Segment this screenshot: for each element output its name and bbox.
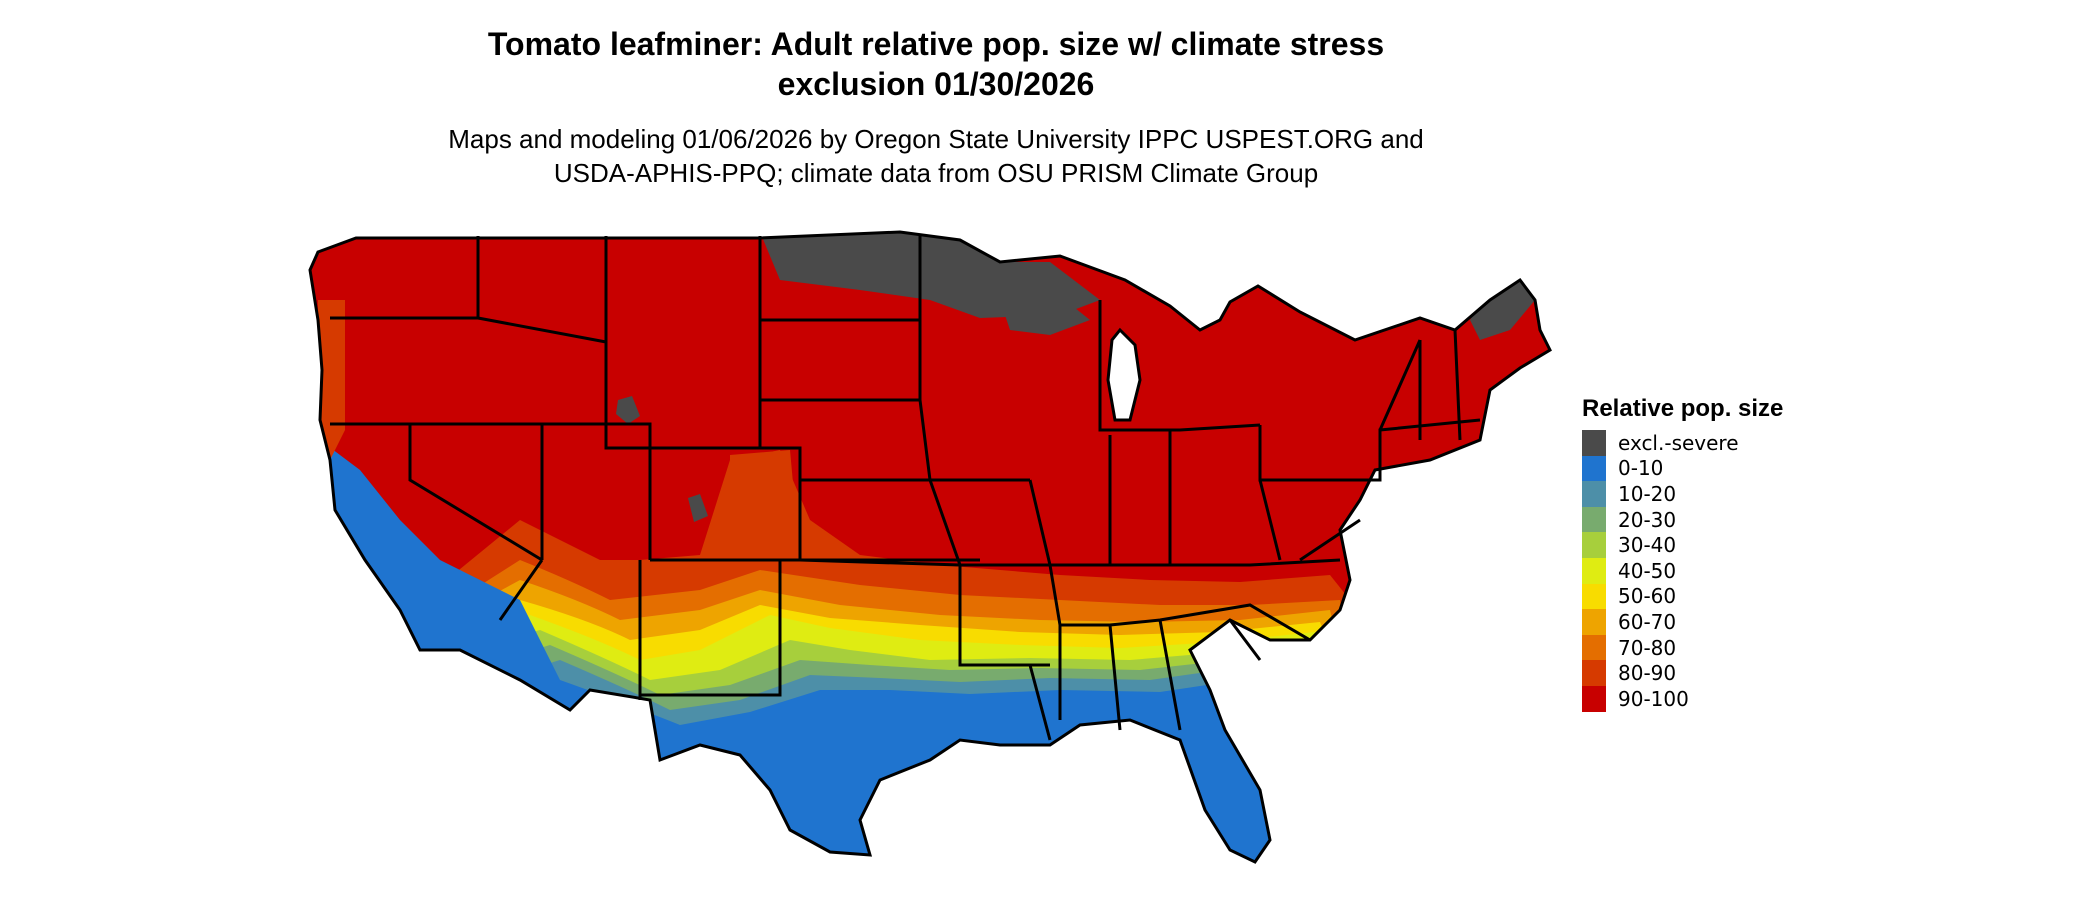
legend-title: Relative pop. size [1582, 395, 1784, 422]
legend-label: excl.-severe [1618, 430, 1739, 455]
legend-swatch [1582, 481, 1606, 507]
band-excl-severe-north [760, 232, 1100, 318]
border-lines-central [760, 236, 1062, 741]
legend-swatch [1582, 430, 1606, 456]
legend-item: 10-20 [1582, 481, 1882, 507]
legend-items: excl.-severe 0-10 10-20 20-30 30-40 40-50 50-6… [1582, 430, 1882, 712]
legend-label: 90-100 [1618, 686, 1689, 711]
legend-item: 20-30 [1582, 506, 1882, 533]
legend-item: 0-10 [1582, 455, 1882, 482]
legend-swatch [1582, 557, 1606, 584]
legend-label: 50-60 [1618, 584, 1677, 609]
subtitle-line-2: USDA-APHIS-PPQ; climate data from OSU PR… [553, 158, 1319, 188]
legend-item: 60-70 [1582, 609, 1882, 635]
map-title: Tomato leafminer: Adult relative pop. si… [0, 24, 1872, 104]
legend-item: 40-50 [1582, 557, 1882, 584]
legend-label: 20-30 [1618, 507, 1677, 532]
us-map [308, 230, 1552, 864]
title-line-2: exclusion 01/30/2026 [777, 66, 1095, 102]
legend-swatch [1582, 660, 1606, 686]
legend-item: 30-40 [1582, 532, 1882, 558]
legend-item: excl.-severe [1582, 430, 1882, 456]
legend-swatch [1582, 583, 1606, 610]
legend-label: 10-20 [1618, 481, 1677, 506]
map-subtitle: Maps and modeling 01/06/2026 by Oregon S… [0, 122, 1872, 190]
legend-label: 30-40 [1618, 533, 1677, 558]
state-borders [308, 230, 1552, 864]
legend-swatch [1582, 506, 1606, 533]
legend-swatch [1582, 609, 1606, 635]
legend-swatch [1582, 455, 1606, 482]
legend-label: 70-80 [1618, 635, 1677, 660]
legend-item: 70-80 [1582, 634, 1882, 661]
border-lines-east [1050, 300, 1481, 731]
title-line-1: Tomato leafminer: Adult relative pop. si… [487, 26, 1385, 62]
legend-label: 80-90 [1618, 661, 1677, 686]
band-west-coast-warm [318, 300, 345, 460]
legend-item: 80-90 [1582, 660, 1882, 686]
legend-item: 50-60 [1582, 583, 1882, 610]
legend-swatch [1582, 685, 1606, 712]
legend-swatch [1582, 532, 1606, 558]
us-outline [308, 230, 1552, 864]
subtitle-line-1: Maps and modeling 01/06/2026 by Oregon S… [448, 124, 1424, 154]
legend: Relative pop. size excl.-severe 0-10 10-20… [1582, 394, 1882, 712]
lake-michigan [1106, 327, 1142, 422]
band-excl-severe-wisconsin [1000, 296, 1090, 335]
band-excl-severe-wyoming [616, 396, 640, 424]
legend-item: 90-100 [1582, 685, 1882, 712]
band-excl-severe-colorado [688, 494, 708, 522]
band-excl-severe-maine [1470, 280, 1535, 340]
legend-label: 40-50 [1618, 558, 1677, 583]
legend-label: 60-70 [1618, 609, 1677, 634]
legend-label: 0-10 [1618, 456, 1664, 481]
band-colorado-80-90 [730, 450, 800, 560]
legend-swatch [1582, 634, 1606, 661]
